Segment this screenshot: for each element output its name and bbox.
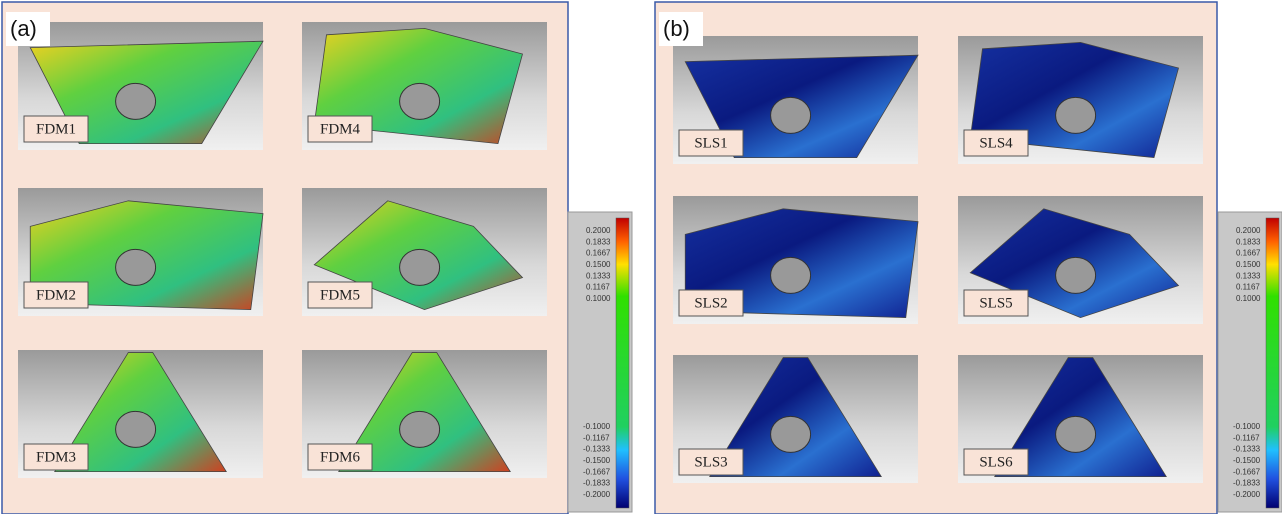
colorbar-label: 0.1833 [1236,237,1261,246]
panel-label-box [659,12,703,46]
tile-label: FDM1 [36,121,76,137]
tile-label-box [23,115,89,143]
tile-label-box [307,115,373,143]
scan-hole [115,82,157,120]
scan-hole [115,410,157,448]
colorbar-label: -0.2000 [1233,490,1261,499]
tile-label-box [678,448,744,476]
colorbar-label: -0.1000 [583,422,611,431]
scan-hole [770,256,812,294]
colorbar-label: -0.1667 [583,467,611,476]
tile-label-box [963,289,1029,317]
scan-hole [399,82,441,120]
scan-hole [770,415,812,453]
panel-label: (a) [10,16,37,41]
colorbar-label: 0.1333 [1236,271,1261,280]
colorbar-label: 0.1500 [1236,260,1261,269]
tile-label: SLS1 [694,135,727,151]
colorbar [1265,217,1280,509]
tile-label: FDM3 [36,449,76,465]
colorbar-label: -0.1333 [1233,445,1261,454]
tile-label-box [678,289,744,317]
colorbar-label: -0.1167 [1233,433,1260,442]
colorbar-label: -0.1167 [583,433,610,442]
colorbar-label: 0.1333 [586,271,611,280]
tile-label-box [23,281,89,309]
scan-hole [1055,96,1097,134]
tile-label-box [678,129,744,157]
colorbar-label: 0.1000 [1236,294,1261,303]
colorbar-label: 0.1667 [586,249,611,258]
tile-label: FDM2 [36,287,76,303]
colorbar [615,217,630,509]
scan-hole [115,248,157,286]
scan-hole [399,248,441,286]
colorbar-label: 0.1167 [586,283,610,292]
tile-label-box [963,129,1029,157]
colorbar-label: -0.1333 [583,445,611,454]
tile-label: FDM6 [320,449,361,465]
tile-label: SLS4 [979,135,1013,151]
colorbar-label: 0.1000 [586,294,611,303]
panel-label-box [6,12,50,46]
colorbar-label: 0.1500 [586,260,611,269]
tile-label: SLS5 [979,295,1012,311]
colorbar-label: -0.1000 [1233,422,1261,431]
tile-label: SLS2 [694,295,727,311]
colorbar-label: 0.1167 [1236,283,1260,292]
colorbar-label: -0.1500 [583,456,611,465]
scan-hole [770,96,812,134]
panel-label: (b) [663,16,690,41]
tile-label: FDM4 [320,121,361,137]
tile-label: FDM5 [320,287,360,303]
scan-hole [1055,415,1097,453]
colorbar-label: 0.1667 [1236,249,1261,258]
colorbar-label: -0.2000 [583,490,611,499]
tile-label-box [963,448,1029,476]
tile-label-box [307,443,373,471]
colorbar-label: -0.1500 [1233,456,1261,465]
scan-hole [1055,256,1097,294]
tile-label-box [307,281,373,309]
colorbar-label: 0.2000 [586,226,611,235]
colorbar-label: 0.1833 [586,237,611,246]
tile-label-box [23,443,89,471]
scan-hole [399,410,441,448]
colorbar-label: 0.2000 [1236,226,1261,235]
colorbar-label: -0.1833 [1233,479,1261,488]
tile-label: SLS3 [694,454,727,470]
colorbar-label: -0.1833 [583,479,611,488]
colorbar-label: -0.1667 [1233,467,1261,476]
tile-label: SLS6 [979,454,1013,470]
